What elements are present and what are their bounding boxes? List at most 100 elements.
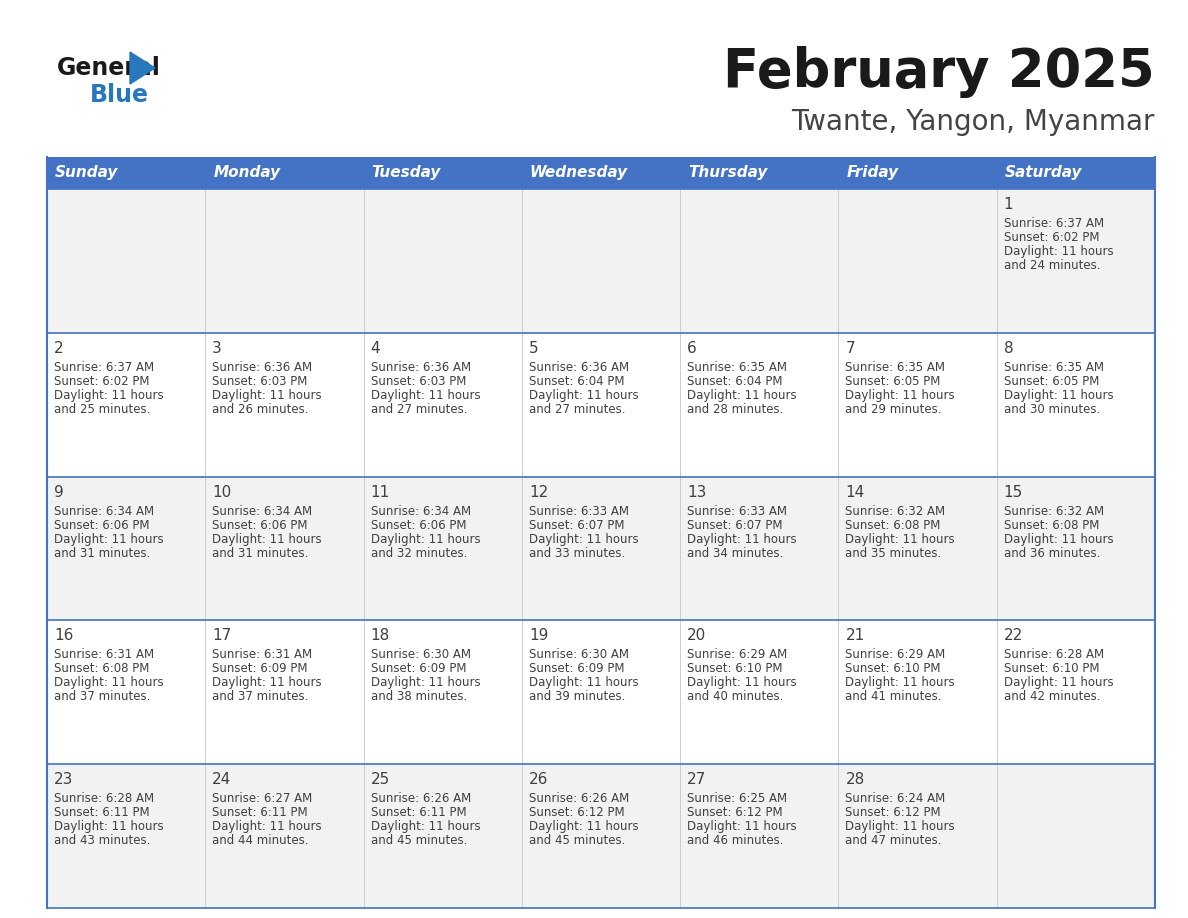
Text: Sunset: 6:03 PM: Sunset: 6:03 PM [371, 375, 466, 387]
Text: Sunset: 6:02 PM: Sunset: 6:02 PM [1004, 231, 1099, 244]
Text: Sunrise: 6:26 AM: Sunrise: 6:26 AM [371, 792, 470, 805]
Text: Daylight: 11 hours: Daylight: 11 hours [687, 677, 797, 689]
Text: and 37 minutes.: and 37 minutes. [53, 690, 151, 703]
Text: Daylight: 11 hours: Daylight: 11 hours [846, 820, 955, 834]
Text: and 41 minutes.: and 41 minutes. [846, 690, 942, 703]
Text: Daylight: 11 hours: Daylight: 11 hours [213, 820, 322, 834]
Text: 6: 6 [687, 341, 697, 356]
Text: 20: 20 [687, 629, 707, 644]
Text: 12: 12 [529, 485, 548, 499]
Text: 3: 3 [213, 341, 222, 356]
Text: Sunrise: 6:34 AM: Sunrise: 6:34 AM [213, 505, 312, 518]
Text: 13: 13 [687, 485, 707, 499]
Text: Sunset: 6:04 PM: Sunset: 6:04 PM [687, 375, 783, 387]
Text: 2: 2 [53, 341, 64, 356]
Text: 5: 5 [529, 341, 538, 356]
Text: 21: 21 [846, 629, 865, 644]
Text: and 45 minutes.: and 45 minutes. [529, 834, 625, 847]
Text: Sunrise: 6:32 AM: Sunrise: 6:32 AM [1004, 505, 1104, 518]
Text: Sunrise: 6:33 AM: Sunrise: 6:33 AM [529, 505, 628, 518]
Text: Sunset: 6:07 PM: Sunset: 6:07 PM [687, 519, 783, 532]
Text: Sunset: 6:08 PM: Sunset: 6:08 PM [53, 663, 150, 676]
Text: Daylight: 11 hours: Daylight: 11 hours [687, 820, 797, 834]
Text: 25: 25 [371, 772, 390, 788]
Bar [48, 157, 1155, 189]
Text: and 35 minutes.: and 35 minutes. [846, 546, 942, 560]
Text: Daylight: 11 hours: Daylight: 11 hours [529, 532, 638, 545]
Text: 7: 7 [846, 341, 855, 356]
Text: Sunset: 6:11 PM: Sunset: 6:11 PM [371, 806, 466, 819]
Text: 28: 28 [846, 772, 865, 788]
Text: Daylight: 11 hours: Daylight: 11 hours [53, 532, 164, 545]
Text: Sunset: 6:07 PM: Sunset: 6:07 PM [529, 519, 625, 532]
Text: and 42 minutes.: and 42 minutes. [1004, 690, 1100, 703]
Text: 1: 1 [1004, 197, 1013, 212]
Text: and 24 minutes.: and 24 minutes. [1004, 259, 1100, 272]
Text: and 39 minutes.: and 39 minutes. [529, 690, 625, 703]
Text: Sunset: 6:12 PM: Sunset: 6:12 PM [687, 806, 783, 819]
Text: Daylight: 11 hours: Daylight: 11 hours [1004, 389, 1113, 402]
Text: 14: 14 [846, 485, 865, 499]
Text: 4: 4 [371, 341, 380, 356]
Text: and 38 minutes.: and 38 minutes. [371, 690, 467, 703]
Text: Sunset: 6:09 PM: Sunset: 6:09 PM [529, 663, 625, 676]
Text: and 31 minutes.: and 31 minutes. [213, 546, 309, 560]
Text: Sunset: 6:05 PM: Sunset: 6:05 PM [1004, 375, 1099, 387]
Text: Sunrise: 6:35 AM: Sunrise: 6:35 AM [687, 361, 788, 374]
Text: 11: 11 [371, 485, 390, 499]
Text: Sunset: 6:10 PM: Sunset: 6:10 PM [846, 663, 941, 676]
Text: Sunrise: 6:28 AM: Sunrise: 6:28 AM [53, 792, 154, 805]
Text: and 27 minutes.: and 27 minutes. [371, 403, 467, 416]
Text: Sunset: 6:12 PM: Sunset: 6:12 PM [846, 806, 941, 819]
Bar [48, 189, 1155, 333]
Text: Twante, Yangon, Myanmar: Twante, Yangon, Myanmar [791, 108, 1155, 136]
Text: Sunset: 6:12 PM: Sunset: 6:12 PM [529, 806, 625, 819]
Text: Sunrise: 6:36 AM: Sunrise: 6:36 AM [371, 361, 470, 374]
Text: 10: 10 [213, 485, 232, 499]
Text: and 46 minutes.: and 46 minutes. [687, 834, 784, 847]
Text: Friday: Friday [846, 165, 898, 181]
Text: Sunrise: 6:29 AM: Sunrise: 6:29 AM [846, 648, 946, 661]
Text: Daylight: 11 hours: Daylight: 11 hours [53, 677, 164, 689]
Text: Sunset: 6:08 PM: Sunset: 6:08 PM [846, 519, 941, 532]
Text: Sunrise: 6:34 AM: Sunrise: 6:34 AM [371, 505, 470, 518]
Bar [48, 333, 1155, 476]
Text: Sunrise: 6:36 AM: Sunrise: 6:36 AM [213, 361, 312, 374]
Text: Daylight: 11 hours: Daylight: 11 hours [1004, 245, 1113, 258]
Text: Sunrise: 6:34 AM: Sunrise: 6:34 AM [53, 505, 154, 518]
Text: and 33 minutes.: and 33 minutes. [529, 546, 625, 560]
Text: Daylight: 11 hours: Daylight: 11 hours [371, 677, 480, 689]
Text: Sunday: Sunday [55, 165, 119, 181]
Text: Sunrise: 6:27 AM: Sunrise: 6:27 AM [213, 792, 312, 805]
Text: 27: 27 [687, 772, 707, 788]
Text: Sunset: 6:03 PM: Sunset: 6:03 PM [213, 375, 308, 387]
Bar [48, 764, 1155, 908]
Text: Daylight: 11 hours: Daylight: 11 hours [371, 389, 480, 402]
Text: Daylight: 11 hours: Daylight: 11 hours [529, 677, 638, 689]
Text: 22: 22 [1004, 629, 1023, 644]
Text: Sunset: 6:10 PM: Sunset: 6:10 PM [687, 663, 783, 676]
Text: Daylight: 11 hours: Daylight: 11 hours [687, 532, 797, 545]
Text: Sunrise: 6:28 AM: Sunrise: 6:28 AM [1004, 648, 1104, 661]
Text: and 47 minutes.: and 47 minutes. [846, 834, 942, 847]
Text: Daylight: 11 hours: Daylight: 11 hours [213, 677, 322, 689]
Text: General: General [57, 56, 160, 80]
Text: Sunrise: 6:31 AM: Sunrise: 6:31 AM [213, 648, 312, 661]
Text: 17: 17 [213, 629, 232, 644]
Text: Daylight: 11 hours: Daylight: 11 hours [846, 389, 955, 402]
Text: Sunrise: 6:35 AM: Sunrise: 6:35 AM [1004, 361, 1104, 374]
Text: and 44 minutes.: and 44 minutes. [213, 834, 309, 847]
Text: Sunrise: 6:25 AM: Sunrise: 6:25 AM [687, 792, 788, 805]
Text: 18: 18 [371, 629, 390, 644]
Text: and 27 minutes.: and 27 minutes. [529, 403, 625, 416]
Text: 26: 26 [529, 772, 548, 788]
Text: Sunset: 6:11 PM: Sunset: 6:11 PM [213, 806, 308, 819]
Text: and 30 minutes.: and 30 minutes. [1004, 403, 1100, 416]
Text: 24: 24 [213, 772, 232, 788]
Text: and 32 minutes.: and 32 minutes. [371, 546, 467, 560]
Text: Daylight: 11 hours: Daylight: 11 hours [529, 389, 638, 402]
Text: and 43 minutes.: and 43 minutes. [53, 834, 151, 847]
Text: Daylight: 11 hours: Daylight: 11 hours [213, 389, 322, 402]
Text: and 45 minutes.: and 45 minutes. [371, 834, 467, 847]
Bar [48, 621, 1155, 764]
